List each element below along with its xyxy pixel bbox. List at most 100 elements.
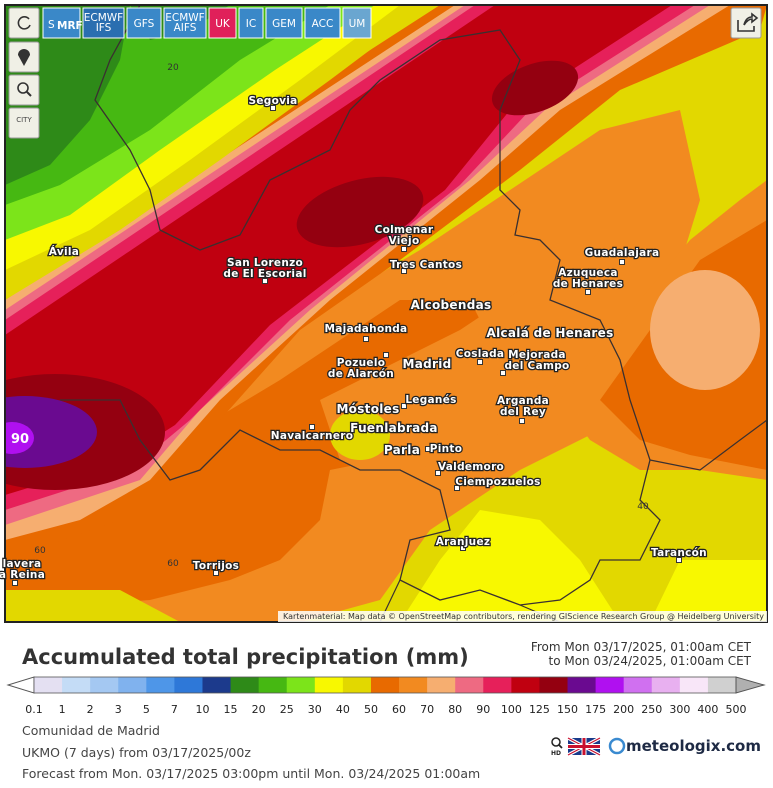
city-label: Valdemoro xyxy=(438,461,504,473)
legend-swatch xyxy=(623,677,653,693)
map xyxy=(5,5,767,622)
model-label: GEM xyxy=(272,18,296,30)
contour-area xyxy=(400,510,620,622)
model-label: ECMWF xyxy=(165,12,204,24)
legend-swatch xyxy=(370,677,400,693)
model-label: ACC xyxy=(312,18,334,30)
region-border xyxy=(649,419,767,471)
contour-area xyxy=(5,422,34,454)
city-label: de Henares xyxy=(553,278,623,290)
contour-label: 40 xyxy=(637,502,649,512)
legend-swatch xyxy=(679,677,709,693)
legend-swatch xyxy=(651,677,681,693)
language-flag[interactable] xyxy=(567,736,601,757)
city-label: San Lorenzo xyxy=(227,257,303,269)
date-to: to Mon 03/24/2025, 01:00am CET xyxy=(549,654,752,668)
city-button[interactable] xyxy=(8,107,40,139)
city-marker xyxy=(383,352,389,358)
legend-swatch xyxy=(146,677,175,693)
model-button[interactable] xyxy=(126,7,162,39)
city-label: Navalcarnero xyxy=(271,430,353,442)
search-icon xyxy=(558,744,563,749)
model-label: AIFS xyxy=(174,22,197,34)
contour-area xyxy=(296,176,424,248)
legend-arrow-left xyxy=(6,676,35,694)
branding: HD meteologix.com xyxy=(551,736,761,757)
legend-frame xyxy=(33,676,737,694)
region: Comunidad de Madrid xyxy=(22,723,160,738)
city-marker xyxy=(401,403,407,409)
legend-label: 2 xyxy=(87,703,94,716)
reload-button[interactable] xyxy=(8,7,40,39)
zoom-icon xyxy=(26,91,32,97)
city-label: Viejo xyxy=(389,235,420,247)
city-label: Parla xyxy=(384,443,420,457)
model-button[interactable] xyxy=(82,7,125,39)
legend-swatch xyxy=(174,677,203,693)
model-button[interactable] xyxy=(342,7,372,39)
attribution-box xyxy=(278,611,767,622)
city-marker xyxy=(460,545,466,551)
legend-label: 60 xyxy=(392,703,406,716)
search-icon[interactable] xyxy=(551,737,561,747)
date-from: From Mon 03/17/2025, 01:00am CET xyxy=(531,640,752,654)
contour-area xyxy=(5,590,180,622)
model-label: IFS xyxy=(96,22,112,34)
share-icon xyxy=(737,12,759,32)
model-button[interactable] xyxy=(42,7,81,39)
brand-name[interactable]: meteologix.com xyxy=(626,737,761,755)
legend-label: 5 xyxy=(143,703,150,716)
model-button[interactable] xyxy=(265,7,303,39)
legend-swatch xyxy=(62,677,91,693)
legend-swatch xyxy=(286,677,316,693)
city-label: Leganés xyxy=(405,394,456,406)
legend-label: 40 xyxy=(336,703,350,716)
city-marker xyxy=(309,424,315,430)
city-label: de Alarcón xyxy=(328,368,394,380)
legend-label: 150 xyxy=(557,703,578,716)
legend-swatch xyxy=(258,677,288,693)
city-marker xyxy=(213,570,219,576)
legend-label: 70 xyxy=(420,703,434,716)
legend-label: 300 xyxy=(669,703,690,716)
city-label: Guadalajara xyxy=(585,247,660,259)
legend-swatch xyxy=(90,677,119,693)
attribution: Kartenmaterial: Map data © OpenStreetMap… xyxy=(283,612,764,621)
city-marker xyxy=(519,418,525,424)
brand-logo xyxy=(608,737,626,755)
city-label: Aranjuez xyxy=(436,536,491,548)
location-icon xyxy=(18,49,30,66)
city-label: Torrijos xyxy=(193,560,239,572)
model-label: S xyxy=(48,19,55,31)
model-button[interactable] xyxy=(208,7,237,39)
model-label: ECMWF xyxy=(84,12,123,24)
model-label: MRF xyxy=(57,20,83,32)
legend-swatch xyxy=(511,677,540,693)
model-label: IC xyxy=(246,18,256,30)
title: Accumulated total precipitation (mm) xyxy=(22,645,469,669)
legend-swatch xyxy=(399,677,428,693)
city-label: Ávila xyxy=(49,245,79,258)
legend-swatch xyxy=(427,677,456,693)
legend-swatch xyxy=(539,677,569,693)
zoom-button[interactable] xyxy=(8,74,40,106)
city-label: Colmenar xyxy=(375,224,434,236)
city-label: Pozuelo xyxy=(337,357,386,369)
color-legend: 0.1 1 2 3 5 7 10 15 20 25 30 40 50 60 70 80 90 100 125 150 1… xyxy=(6,676,766,716)
city-marker xyxy=(619,259,625,265)
model-button[interactable] xyxy=(238,7,264,39)
contour-area xyxy=(650,560,767,622)
legend-label: 400 xyxy=(697,703,718,716)
city-marker xyxy=(363,336,369,342)
legend-swatch xyxy=(342,677,372,693)
model-button[interactable] xyxy=(163,7,207,39)
legend-label: 175 xyxy=(585,703,606,716)
city-marker xyxy=(425,446,431,452)
reload-icon xyxy=(17,16,31,30)
legend-label: 250 xyxy=(641,703,662,716)
model-button[interactable] xyxy=(304,7,341,39)
city-label: Pinto xyxy=(430,443,463,455)
legend-swatch xyxy=(567,677,597,693)
